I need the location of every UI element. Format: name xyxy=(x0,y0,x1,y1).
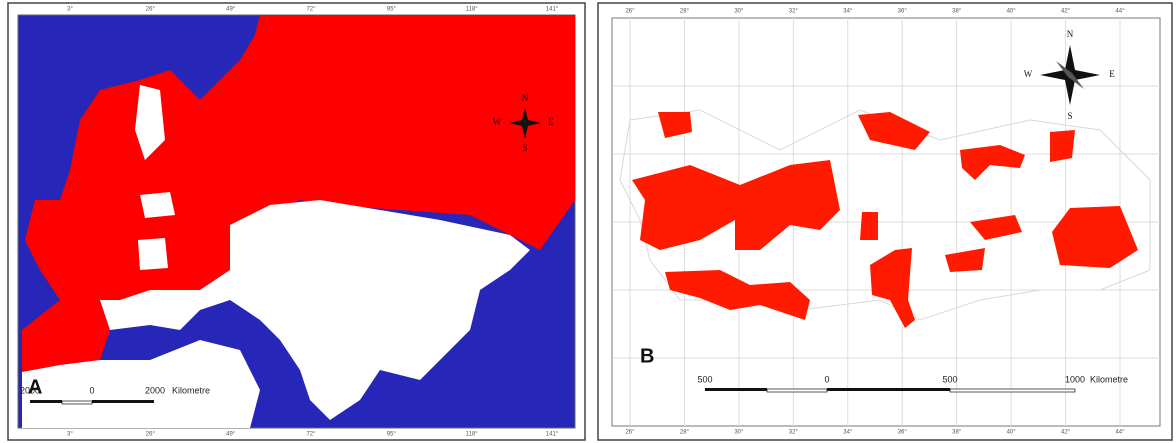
longitude-label: 3° xyxy=(67,7,73,13)
longitude-label: 28° xyxy=(680,9,690,15)
longitude-label: 141° xyxy=(546,432,559,438)
panel-b: N S E W B 500 0 500 1000 Kilometre xyxy=(598,3,1172,440)
longitude-label: 32° xyxy=(789,430,799,436)
longitude-label: 95° xyxy=(387,432,397,438)
scale-label: 0 xyxy=(89,385,94,395)
compass-e: E xyxy=(548,117,554,127)
scale-segment xyxy=(767,389,827,392)
compass-w: W xyxy=(1024,69,1033,79)
longitude-label: 38° xyxy=(952,9,962,15)
scale-segment xyxy=(92,400,154,403)
scale-label: 2000 xyxy=(145,385,165,395)
longitude-label: 44° xyxy=(1115,430,1125,436)
longitude-label: 28° xyxy=(680,430,690,436)
scale-unit: Kilometre xyxy=(1090,374,1128,384)
scale-unit: Kilometre xyxy=(172,385,210,395)
scale-label: 1000 xyxy=(1065,374,1085,384)
scale-segment xyxy=(950,389,1075,392)
panel-label: B xyxy=(640,345,654,367)
longitude-label: 118° xyxy=(466,432,479,438)
scale-label: 2000 xyxy=(20,385,40,395)
longitude-label: 49° xyxy=(226,432,236,438)
longitude-label: 26° xyxy=(625,9,635,15)
longitude-label: 72° xyxy=(306,432,316,438)
scale-segment xyxy=(30,400,62,403)
longitude-label: 141° xyxy=(546,7,559,13)
compass-s: S xyxy=(522,143,527,153)
longitude-label: 40° xyxy=(1007,9,1017,15)
longitude-label: 38° xyxy=(952,430,962,436)
land-outside xyxy=(140,192,175,218)
compass-s: S xyxy=(1067,111,1072,121)
scale-label: 500 xyxy=(697,374,712,384)
scale-segment xyxy=(62,401,92,404)
longitude-label: 36° xyxy=(898,9,908,15)
longitude-label: 26° xyxy=(146,432,156,438)
longitude-label: 42° xyxy=(1061,9,1071,15)
compass-w: W xyxy=(493,117,502,127)
red-region xyxy=(1050,130,1075,162)
longitude-label: 30° xyxy=(734,430,744,436)
red-region xyxy=(860,212,878,240)
longitude-label: 3° xyxy=(67,432,73,438)
longitude-label: 26° xyxy=(146,7,156,13)
longitude-label: 36° xyxy=(898,430,908,436)
longitude-label: 34° xyxy=(843,430,853,436)
compass-e: E xyxy=(1109,69,1115,79)
longitude-label: 32° xyxy=(789,9,799,15)
longitude-label: 118° xyxy=(466,7,479,13)
page: {"panels": [ {"label": "A", "compass": {… xyxy=(0,0,1176,443)
compass-n: N xyxy=(522,93,529,103)
figure: N S E W A 2000 0 2000 Kilometre xyxy=(0,0,1176,443)
panel-a: N S E W A 2000 0 2000 Kilometre xyxy=(8,3,585,440)
longitude-label: 72° xyxy=(306,7,316,13)
scale-label: 0 xyxy=(824,374,829,384)
scale-segment xyxy=(827,388,950,391)
longitude-label: 34° xyxy=(843,9,853,15)
longitude-label: 49° xyxy=(226,7,236,13)
compass-n: N xyxy=(1067,29,1074,39)
longitude-label: 44° xyxy=(1115,9,1125,15)
longitude-label: 95° xyxy=(387,7,397,13)
longitude-label: 30° xyxy=(734,9,744,15)
longitude-label: 42° xyxy=(1061,430,1071,436)
land-outside xyxy=(138,238,168,270)
longitude-label: 40° xyxy=(1007,430,1017,436)
longitude-label: 26° xyxy=(625,430,635,436)
scale-label: 500 xyxy=(942,374,957,384)
scale-segment xyxy=(705,388,767,391)
